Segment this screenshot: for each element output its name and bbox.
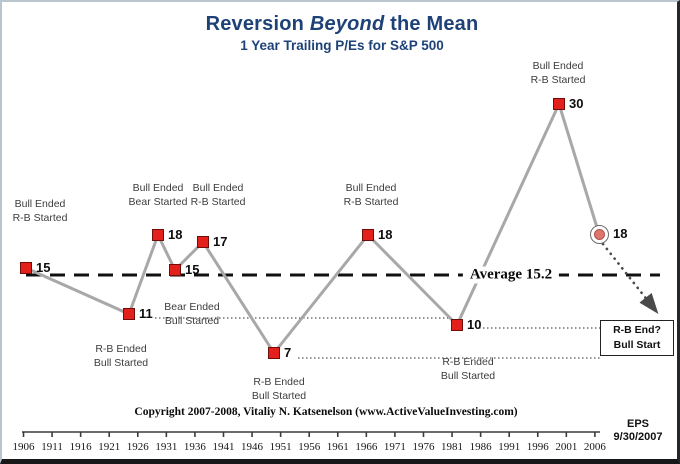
point-value-label: 30	[569, 96, 584, 111]
year-tick-label: 1931	[155, 441, 178, 453]
callout-line2: Bull Start	[613, 339, 661, 351]
point-value-label: 7	[284, 345, 292, 360]
year-tick-label: 1991	[498, 441, 521, 453]
year-tick-label: 1921	[98, 441, 121, 453]
year-tick-label: 1941	[212, 441, 235, 453]
data-point-marker	[268, 347, 280, 359]
year-tick-label: 2006	[583, 441, 606, 453]
eps-date: 9/30/2007	[613, 431, 663, 443]
data-point-marker	[152, 229, 164, 241]
data-point-marker	[451, 319, 463, 331]
year-tick-label: 1966	[355, 441, 378, 453]
callout-box: R-B End? Bull Start	[600, 320, 674, 356]
data-point-marker	[553, 98, 565, 110]
chart-title-part3: the Mean	[384, 13, 479, 35]
event-annotation: Bull Ended R-B Started	[12, 198, 68, 224]
year-tick-label: 2001	[555, 441, 578, 453]
chart-title-italic: Beyond	[309, 13, 385, 35]
series-line	[25, 102, 601, 355]
year-tick-label: 1986	[469, 441, 492, 453]
point-value-label: 18	[613, 226, 628, 241]
point-value-label: 15	[36, 260, 51, 275]
year-tick-label: 1936	[183, 441, 206, 453]
year-tick-label: 1961	[326, 441, 349, 453]
event-annotation: Bull Ended R-B Started	[530, 60, 586, 86]
event-annotation: R-B Ended Bull Started	[251, 376, 307, 402]
year-tick-label: 1946	[241, 441, 264, 453]
year-tick-label: 1916	[69, 441, 92, 453]
point-value-label: 18	[168, 227, 183, 242]
point-value-label: 17	[213, 234, 228, 249]
projection-arrow	[601, 242, 659, 315]
year-tick-label: 1981	[441, 441, 464, 453]
average-label: Average 15.2	[462, 266, 560, 284]
year-tick-label: 1906	[12, 441, 35, 453]
year-tick-label: 1971	[383, 441, 406, 453]
callout-line1: R-B End?	[613, 324, 661, 336]
data-point-marker	[20, 262, 32, 274]
current-point-marker	[593, 228, 605, 240]
chart-title: Reversion Beyond the Mean	[2, 13, 677, 36]
point-value-label: 10	[467, 317, 482, 332]
event-annotation: R-B Ended Bull Started	[440, 356, 496, 382]
copyright-text: Copyright 2007-2008, Vitaliy N. Katsenel…	[134, 406, 518, 418]
event-annotation: Bull Ended R-B Started	[190, 182, 246, 208]
chart-subtitle: 1 Year Trailing P/Es for S&P 500	[240, 38, 444, 53]
event-annotation: Bull Ended Bear Started	[128, 182, 188, 208]
event-annotation: Bear Ended Bull Started	[164, 301, 220, 327]
data-point-marker	[362, 229, 374, 241]
data-point-marker	[123, 308, 135, 320]
year-tick-label: 1996	[526, 441, 549, 453]
eps-label: EPS	[626, 418, 649, 430]
data-point-marker	[197, 236, 209, 248]
year-tick-label: 1951	[269, 441, 292, 453]
chart-title-part1: Reversion	[205, 13, 310, 35]
year-tick-label: 1956	[298, 441, 321, 453]
year-tick-label: 1926	[126, 441, 149, 453]
eps-note: EPS 9/30/2007	[604, 418, 672, 444]
data-point-marker	[169, 264, 181, 276]
event-annotation: R-B Ended Bull Started	[93, 343, 149, 369]
point-value-label: 15	[185, 262, 200, 277]
point-value-label: 11	[139, 306, 153, 321]
year-tick-label: 1976	[412, 441, 435, 453]
event-annotation: Bull Ended R-B Started	[343, 182, 399, 208]
point-value-label: 18	[378, 227, 393, 242]
year-tick-label: 1911	[41, 441, 63, 453]
